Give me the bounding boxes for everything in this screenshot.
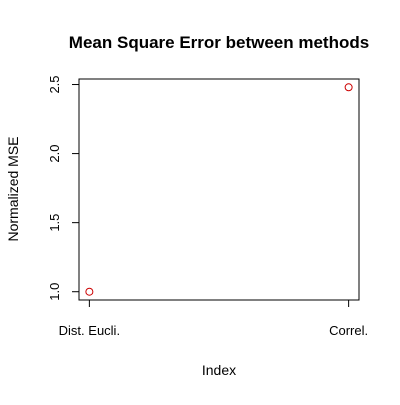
y-tick-label: 1.5 — [47, 214, 62, 232]
data-point — [85, 287, 94, 296]
y-tick-label: 2.0 — [47, 145, 62, 163]
y-tick-label: 1.0 — [47, 283, 62, 301]
y-tick-label: 2.5 — [47, 75, 62, 93]
x-axis: Dist. Eucli. Correl. — [59, 300, 368, 338]
x-axis-label: Index — [202, 362, 236, 378]
data-points — [85, 83, 353, 296]
y-axis: 1.0 1.5 2.0 2.5 — [47, 75, 79, 301]
x-tick-label: Correl. — [329, 323, 368, 338]
chart-title: Mean Square Error between methods — [69, 33, 369, 52]
x-tick-label: Dist. Eucli. — [59, 323, 120, 338]
data-point — [344, 83, 353, 92]
plot-frame — [78, 78, 360, 301]
y-axis-label: Normalized MSE — [5, 136, 21, 241]
